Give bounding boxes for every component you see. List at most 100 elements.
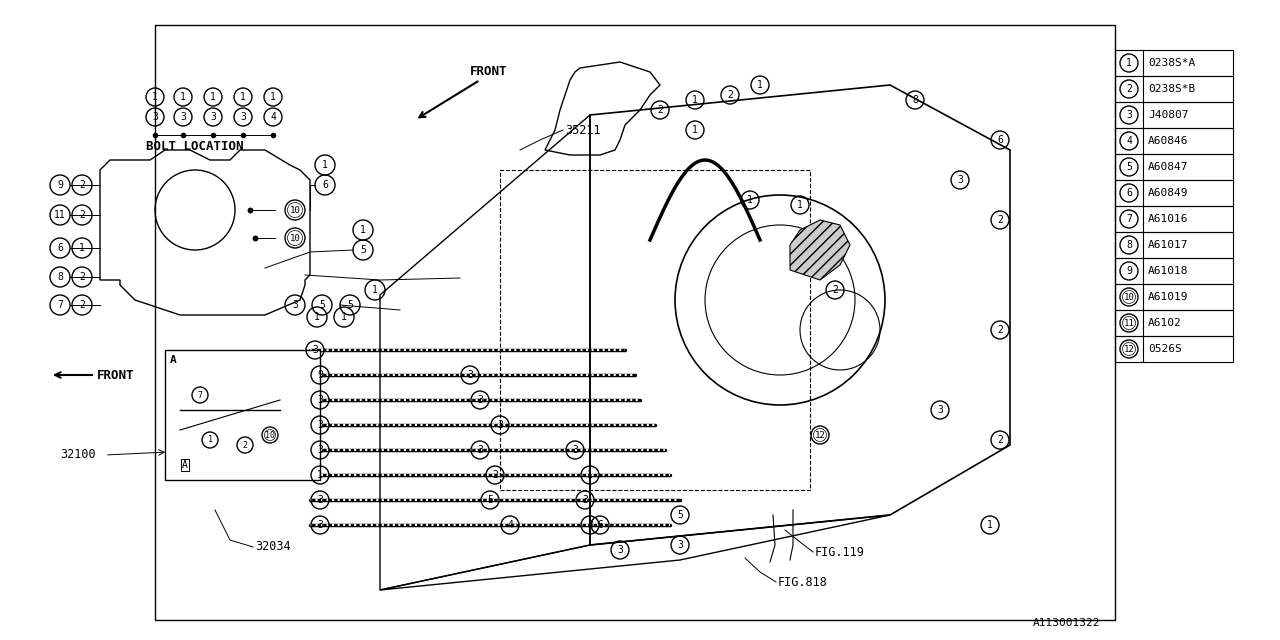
Text: 5: 5	[1126, 162, 1132, 172]
Text: 3: 3	[241, 112, 246, 122]
Text: 3: 3	[1126, 110, 1132, 120]
Bar	[1115, 206, 1233, 232]
Text: 1: 1	[314, 312, 320, 322]
Bar	[1115, 310, 1233, 336]
Text: 2: 2	[1126, 84, 1132, 94]
Text: 8: 8	[1126, 240, 1132, 250]
Text: 3: 3	[292, 300, 298, 310]
Text: A: A	[182, 460, 188, 470]
Text: A61016: A61016	[1148, 214, 1189, 224]
Text: 3: 3	[582, 495, 588, 505]
Text: 1: 1	[987, 520, 993, 530]
Text: A60849: A60849	[1148, 188, 1189, 198]
Text: 1: 1	[241, 92, 246, 102]
Text: 2: 2	[492, 470, 498, 480]
Text: 1: 1	[588, 470, 593, 480]
Text: 8: 8	[58, 272, 63, 282]
Bar	[1115, 154, 1233, 180]
Text: 6: 6	[58, 243, 63, 253]
Text: 4: 4	[1126, 136, 1132, 146]
Text: 10: 10	[1124, 292, 1134, 301]
Text: 3: 3	[467, 370, 472, 380]
Text: 2: 2	[832, 285, 838, 295]
Text: 1: 1	[79, 243, 84, 253]
Text: 10: 10	[265, 431, 275, 440]
Text: 12: 12	[814, 431, 826, 440]
Text: 1: 1	[207, 435, 212, 445]
Text: 2: 2	[242, 440, 247, 449]
Text: 3: 3	[312, 345, 317, 355]
Text: 1: 1	[692, 125, 698, 135]
Bar	[1115, 76, 1233, 102]
Text: 12: 12	[1124, 344, 1134, 353]
Text: 3: 3	[317, 495, 323, 505]
Text: J40807: J40807	[1148, 110, 1189, 120]
Text: 2: 2	[79, 272, 84, 282]
Text: 2: 2	[657, 105, 663, 115]
Text: 3: 3	[617, 545, 623, 555]
Text: A60847: A60847	[1148, 162, 1189, 172]
Text: 1: 1	[317, 470, 323, 480]
Text: 6: 6	[997, 135, 1004, 145]
Text: 1: 1	[340, 312, 347, 322]
Text: FIG.119: FIG.119	[815, 545, 865, 559]
Text: A61018: A61018	[1148, 266, 1189, 276]
Text: 11: 11	[54, 210, 65, 220]
Text: 1: 1	[692, 95, 698, 105]
Text: 1: 1	[360, 225, 366, 235]
Text: 8: 8	[913, 95, 918, 105]
Text: 0238S*A: 0238S*A	[1148, 58, 1196, 68]
Text: 9: 9	[58, 180, 63, 190]
Bar	[1115, 232, 1233, 258]
Text: 7: 7	[58, 300, 63, 310]
Text: A61019: A61019	[1148, 292, 1189, 302]
Text: 3: 3	[937, 405, 943, 415]
Text: 1: 1	[180, 92, 186, 102]
Text: 1: 1	[270, 92, 276, 102]
Text: 3: 3	[572, 445, 579, 455]
Text: 5: 5	[677, 510, 684, 520]
Text: 3: 3	[477, 395, 483, 405]
Bar	[1115, 128, 1233, 154]
Text: 1: 1	[210, 92, 216, 102]
Text: 3: 3	[588, 520, 593, 530]
Text: 3: 3	[677, 540, 684, 550]
Bar	[500, 170, 810, 490]
Text: BOLT LOCATION: BOLT LOCATION	[146, 140, 243, 153]
Text: 6: 6	[323, 180, 328, 190]
Text: 5: 5	[488, 495, 493, 505]
Text: 9: 9	[317, 370, 323, 380]
Text: 1: 1	[797, 200, 803, 210]
Text: 4: 4	[270, 112, 276, 122]
Text: 4: 4	[507, 520, 513, 530]
Bar	[1115, 102, 1233, 128]
Text: 3: 3	[957, 175, 963, 185]
Text: FIG.818: FIG.818	[778, 575, 828, 589]
Text: 5: 5	[360, 245, 366, 255]
Text: 3: 3	[477, 445, 483, 455]
Text: 6: 6	[596, 520, 603, 530]
Text: 2: 2	[79, 180, 84, 190]
Text: 1: 1	[152, 92, 157, 102]
Text: 1: 1	[372, 285, 378, 295]
Text: 35211: 35211	[564, 124, 600, 136]
Text: 2: 2	[727, 90, 733, 100]
Text: 3: 3	[317, 420, 323, 430]
Text: 32100: 32100	[60, 449, 96, 461]
Bar	[155, 25, 1115, 620]
Text: 2: 2	[997, 435, 1004, 445]
Text: A60846: A60846	[1148, 136, 1189, 146]
Text: 7: 7	[197, 390, 202, 399]
Text: 7: 7	[1126, 214, 1132, 224]
Text: A61017: A61017	[1148, 240, 1189, 250]
Text: 5: 5	[347, 300, 353, 310]
Polygon shape	[790, 220, 850, 280]
Text: 2: 2	[79, 210, 84, 220]
Text: 1: 1	[756, 80, 763, 90]
Bar	[1115, 180, 1233, 206]
Text: 3: 3	[210, 112, 216, 122]
Text: 9: 9	[1126, 266, 1132, 276]
Bar	[1115, 336, 1233, 362]
Text: FRONT: FRONT	[470, 65, 507, 78]
Text: 1: 1	[323, 160, 328, 170]
